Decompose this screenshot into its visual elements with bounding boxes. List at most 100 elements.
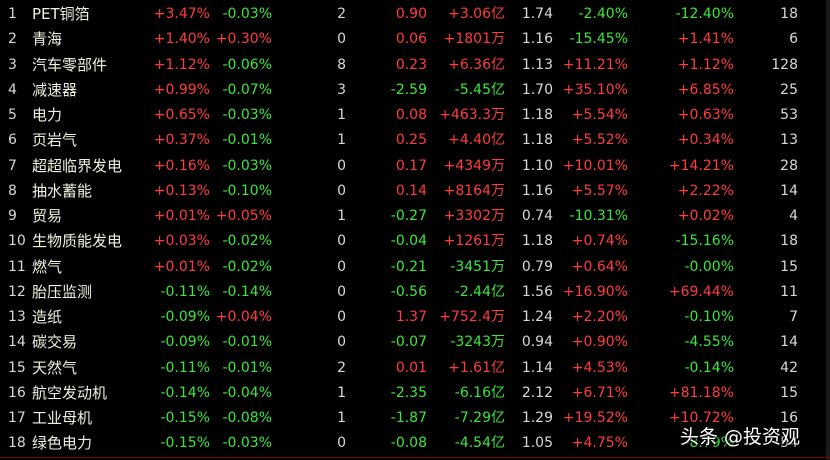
- net-amount: +1261万: [443, 233, 505, 250]
- year-change: +69.44%: [668, 283, 734, 300]
- year-change: +1.41%: [677, 31, 734, 48]
- year-change: -15.16%: [675, 233, 734, 250]
- row-index: 9: [8, 208, 17, 224]
- change-pct: +0.13%: [153, 182, 210, 199]
- value: -2.59: [390, 81, 427, 98]
- period-change: +4.53%: [571, 359, 628, 376]
- value: -2.35: [390, 384, 427, 401]
- row-index: 3: [8, 56, 17, 73]
- net-amount: -5.45亿: [454, 81, 505, 98]
- change-speed: +0.04%: [215, 309, 272, 325]
- net-amount: -7.29亿: [454, 410, 505, 426]
- row-index: 8: [8, 182, 17, 199]
- net-amount: +3.06亿: [448, 6, 505, 22]
- change-speed: +0.05%: [215, 208, 272, 224]
- value: -0.07: [390, 334, 427, 351]
- count: 2: [337, 359, 346, 376]
- count: 0: [337, 309, 346, 325]
- value: -0.08: [390, 435, 427, 452]
- ratio: 1.16: [521, 182, 553, 199]
- count: 0: [337, 182, 346, 199]
- value: 0.08: [395, 107, 427, 123]
- ratio: 1.74: [521, 6, 553, 22]
- sector-name: 青海: [32, 30, 63, 49]
- stock-count: 6: [789, 31, 798, 48]
- ratio: 1.10: [521, 157, 553, 174]
- year-change: -0.14%: [684, 359, 734, 376]
- stock-count: 25: [780, 81, 798, 98]
- change-speed: -0.02%: [222, 258, 272, 275]
- scrollbar: [826, 0, 830, 460]
- year-change: +14.21%: [668, 157, 734, 174]
- net-amount: +752.4万: [439, 309, 505, 325]
- row-index: 14: [8, 334, 26, 351]
- period-change: -15.45%: [569, 31, 628, 48]
- count: 0: [337, 31, 346, 48]
- sector-name: PET铜箔: [32, 5, 90, 23]
- stock-count: 15: [780, 384, 798, 401]
- change-pct: +1.40%: [153, 31, 210, 48]
- ratio: 1.14: [521, 359, 553, 376]
- change-pct: -0.09%: [160, 309, 210, 325]
- year-change: -12.40%: [675, 6, 734, 22]
- stock-count: 14: [780, 334, 798, 351]
- row-index: 5: [8, 107, 17, 123]
- net-amount: +1801万: [443, 31, 505, 48]
- change-pct: +0.01%: [153, 208, 210, 224]
- row-index: 6: [8, 132, 17, 149]
- change-pct: +0.37%: [153, 132, 210, 149]
- net-amount: -3243万: [450, 334, 505, 351]
- count: 0: [337, 435, 346, 452]
- period-change: +0.90%: [571, 334, 628, 351]
- net-amount: -6.16亿: [454, 384, 505, 401]
- sector-name: 电力: [32, 106, 63, 124]
- value: 0.14: [395, 182, 427, 199]
- net-amount: -4.54亿: [454, 435, 505, 452]
- year-change: -0.00%: [684, 258, 734, 275]
- period-change: +35.10%: [562, 81, 628, 98]
- value: 0.01: [395, 359, 427, 376]
- ratio: 1.16: [521, 31, 553, 48]
- change-speed: +0.30%: [215, 31, 272, 48]
- sector-name: 页岩气: [32, 131, 78, 150]
- change-pct: -0.15%: [160, 435, 210, 452]
- change-speed: -0.10%: [222, 182, 272, 199]
- row-index: 13: [8, 309, 26, 325]
- sector-name: 造纸: [32, 308, 63, 326]
- count: 8: [337, 56, 346, 73]
- year-change: +0.02%: [677, 208, 734, 224]
- period-change: +4.75%: [571, 435, 628, 452]
- sector-name: 碳交易: [32, 333, 78, 352]
- year-change: -4.55%: [684, 334, 734, 351]
- net-amount: +6.36亿: [448, 56, 505, 73]
- change-speed: -0.03%: [222, 107, 272, 123]
- value: 0.06: [395, 31, 427, 48]
- change-speed: -0.03%: [222, 435, 272, 452]
- count: 0: [337, 233, 346, 250]
- change-speed: -0.01%: [222, 334, 272, 351]
- ratio: 2.12: [521, 384, 553, 401]
- sector-name: 工业母机: [32, 409, 93, 427]
- stock-count: 18: [780, 6, 798, 22]
- bottom-line: [0, 457, 830, 458]
- value: 1.37: [395, 309, 427, 325]
- year-change: +81.18%: [668, 384, 734, 401]
- count: 0: [337, 157, 346, 174]
- change-pct: +0.16%: [153, 157, 210, 174]
- net-amount: +3302万: [443, 208, 505, 224]
- change-speed: -0.01%: [222, 132, 272, 149]
- change-pct: -0.14%: [160, 384, 210, 401]
- stock-count: 4: [789, 208, 798, 224]
- ratio: 1.56: [521, 283, 553, 300]
- period-change: -2.40%: [578, 6, 628, 22]
- count: 1: [337, 132, 346, 149]
- watermark: 头条 @投资观: [680, 426, 801, 448]
- change-pct: +0.03%: [153, 233, 210, 250]
- value: -0.04: [390, 233, 427, 250]
- year-change: +1.12%: [677, 56, 734, 73]
- row-index: 16: [8, 384, 26, 401]
- change-speed: -0.03%: [222, 6, 272, 22]
- change-pct: +3.47%: [153, 6, 210, 22]
- year-change: -0.10%: [684, 309, 734, 325]
- count: 0: [337, 283, 346, 300]
